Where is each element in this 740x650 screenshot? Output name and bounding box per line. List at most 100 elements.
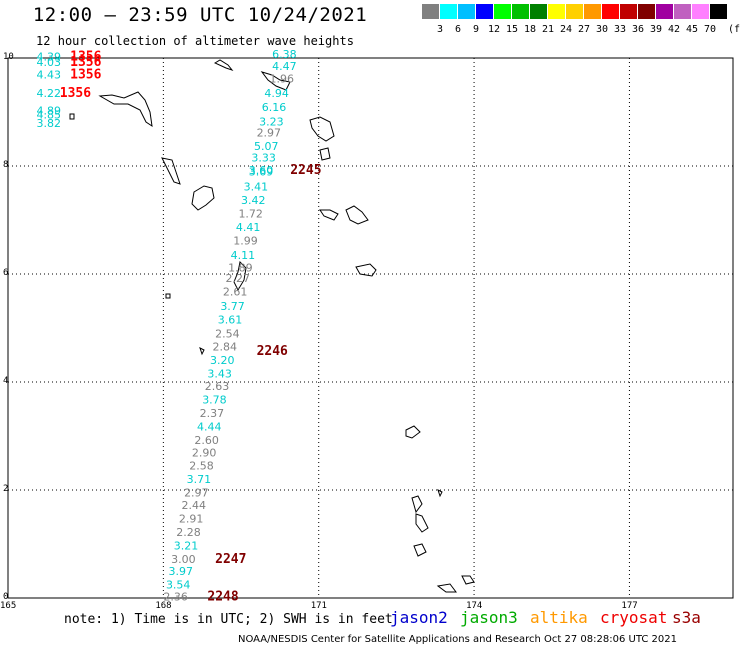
lon-tick-label: 174 (466, 601, 483, 611)
legend-scale-label: 6 (454, 24, 462, 35)
legend-scale-label: 9 (472, 24, 480, 35)
swh-value-label: 4.94 (264, 87, 289, 100)
swh-value-label: 3.77 (220, 300, 245, 313)
island-outlines (69, 59, 475, 593)
lat-lon-gridlines (8, 58, 733, 598)
pass-time-label: 1356 (70, 55, 101, 70)
lon-tick-label: 165 (0, 601, 17, 611)
legend-scale-label: 12 (487, 24, 501, 35)
legend-scale-label: 45 (685, 24, 699, 35)
legend-scale-label: 39 (649, 24, 663, 35)
pass-time-label: 1356 (70, 68, 101, 83)
legend-swatch (674, 4, 691, 19)
swh-value-label: 3.69 (249, 166, 274, 179)
swh-value-label: 4.47 (272, 60, 297, 73)
legend-swatch (584, 4, 601, 19)
swh-value-label: 4.22 (36, 87, 61, 100)
legend-scale-label: 36 (631, 24, 645, 35)
lat-tick-label: 0 (3, 592, 9, 602)
swh-value-label: 6.38 (272, 48, 297, 61)
legend-scale-label: 33 (613, 24, 627, 35)
legend-swatch (512, 4, 529, 19)
swh-value-label: 3.82 (36, 117, 61, 130)
swh-value-label: 2.44 (181, 499, 206, 512)
swh-value-label: 1.96 (270, 72, 295, 85)
swh-value-label: 2.97 (184, 486, 209, 499)
legend-swatch (548, 4, 565, 19)
page-title: 12:00 – 23:59 UTC 10/24/2021 (32, 4, 368, 26)
lat-tick-label: 6 (3, 268, 9, 278)
pass-time-label: 2247 (215, 552, 246, 567)
legend-unit-label: (ft) (728, 24, 740, 35)
swh-value-label: 2.54 (215, 328, 240, 341)
footer-note: note: 1) Time is in UTC; 2) SWH is in fe… (64, 612, 393, 627)
swh-value-label: 3.54 (166, 578, 191, 591)
swh-value-label: 4.41 (236, 221, 261, 234)
legend-swatch (602, 4, 619, 19)
swh-value-label: 2.60 (194, 434, 219, 447)
swh-value-label: 3.00 (171, 553, 196, 566)
satellite-label-jason2: jason2 (390, 608, 448, 627)
swh-value-label: 4.44 (197, 421, 222, 434)
pass-time-label: 1356 (70, 50, 101, 65)
legend-scale-label: 30 (595, 24, 609, 35)
swh-value-label: 3.33 (251, 152, 276, 165)
swh-value-label: 3.20 (210, 354, 235, 367)
legend-scale-label: 27 (577, 24, 591, 35)
legend-scale-label: 42 (667, 24, 681, 35)
credit-line: NOAA/NESDIS Center for Satellite Applica… (238, 634, 677, 645)
legend-swatch (440, 4, 457, 19)
swh-value-label: 4.89 (36, 105, 61, 118)
swh-value-label: 2.36 (163, 591, 188, 604)
legend-swatch (692, 4, 709, 19)
map-frame (7, 57, 734, 599)
swh-value-label: 4.43 (36, 69, 61, 82)
legend-swatch (656, 4, 673, 19)
swh-value-label: 3.97 (169, 565, 194, 578)
swh-value-label: 4.39 (36, 51, 61, 64)
legend-swatch (476, 4, 493, 19)
swh-value-label: 3.43 (207, 368, 232, 381)
swh-value-label: 3.78 (202, 394, 227, 407)
satellite-label-jason3: jason3 (460, 608, 518, 627)
swh-value-label: 2.37 (200, 407, 225, 420)
swh-value-label: 1.99 (233, 234, 258, 247)
legend-swatch (620, 4, 637, 19)
swh-value-label: 3.41 (244, 180, 269, 193)
swh-value-label: 4.03 (36, 56, 61, 69)
legend-swatch (566, 4, 583, 19)
pass-time-label: 2246 (257, 344, 288, 359)
swh-value-label: 5.07 (254, 140, 279, 153)
swh-label-layer: 4.394.034.43 4.22 4.894.853.82 6.384.471.96… (36, 48, 296, 604)
swh-value-label: 2.28 (176, 526, 201, 539)
legend-swatch (530, 4, 547, 19)
swh-value-label: 3.42 (241, 194, 265, 207)
swh-value-label: 4.11 (231, 249, 256, 262)
pass-time-label: 2248 (207, 590, 238, 605)
legend-scale-label: 15 (505, 24, 519, 35)
page-subtitle: 12 hour collection of altimeter wave hei… (36, 34, 354, 48)
swh-value-label: 2.27 (226, 272, 251, 285)
swh-value-label: 2.61 (223, 286, 248, 299)
satellite-label-s3a: s3a (672, 608, 701, 627)
swh-value-label: 4.85 (36, 108, 61, 121)
lat-tick-label: 8 (3, 160, 9, 170)
lat-tick-label: 2 (3, 484, 9, 494)
legend-scale-label: 3 (436, 24, 444, 35)
swh-value-label: 6.16 (262, 101, 287, 114)
legend-scale-label: 21 (541, 24, 555, 35)
swh-value-label: 2.90 (192, 447, 217, 460)
swh-value-label: 3.71 (187, 473, 212, 486)
swh-value-label: 2.63 (205, 380, 230, 393)
swh-value-label: 2.91 (179, 512, 204, 525)
swh-value-label: 2.84 (213, 341, 238, 354)
swh-value-label: 3.21 (174, 539, 199, 552)
satellite-label-cryosat: cryosat (600, 608, 668, 627)
legend-scale-label: 18 (523, 24, 537, 35)
swh-value-label: 1.89 (228, 261, 253, 274)
legend-swatch (710, 4, 727, 19)
swh-value-label: 3.60 (249, 164, 274, 177)
